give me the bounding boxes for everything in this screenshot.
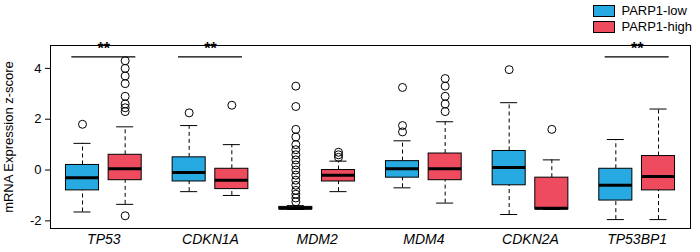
svg-text:MDM4: MDM4 bbox=[403, 231, 444, 247]
svg-text:2: 2 bbox=[34, 111, 41, 126]
svg-text:**: ** bbox=[98, 40, 111, 57]
svg-text:0: 0 bbox=[34, 162, 41, 177]
svg-text:CDKN1A: CDKN1A bbox=[182, 231, 239, 247]
html-text:PARP1-low: PARP1-low bbox=[621, 3, 687, 18]
svg-text:TP53BP1: TP53BP1 bbox=[607, 231, 667, 247]
svg-text:-2: -2 bbox=[30, 213, 42, 228]
svg-text:mRNA Expression z-score: mRNA Expression z-score bbox=[1, 61, 16, 213]
svg-text:MDM2: MDM2 bbox=[297, 231, 338, 247]
svg-text:**: ** bbox=[204, 40, 217, 57]
svg-text:CDKN2A: CDKN2A bbox=[502, 231, 559, 247]
svg-text:**: ** bbox=[631, 40, 644, 57]
svg-text:4: 4 bbox=[34, 61, 41, 76]
svg-text:TP53: TP53 bbox=[87, 231, 121, 247]
html-text:PARP1-high: PARP1-high bbox=[621, 19, 692, 34]
